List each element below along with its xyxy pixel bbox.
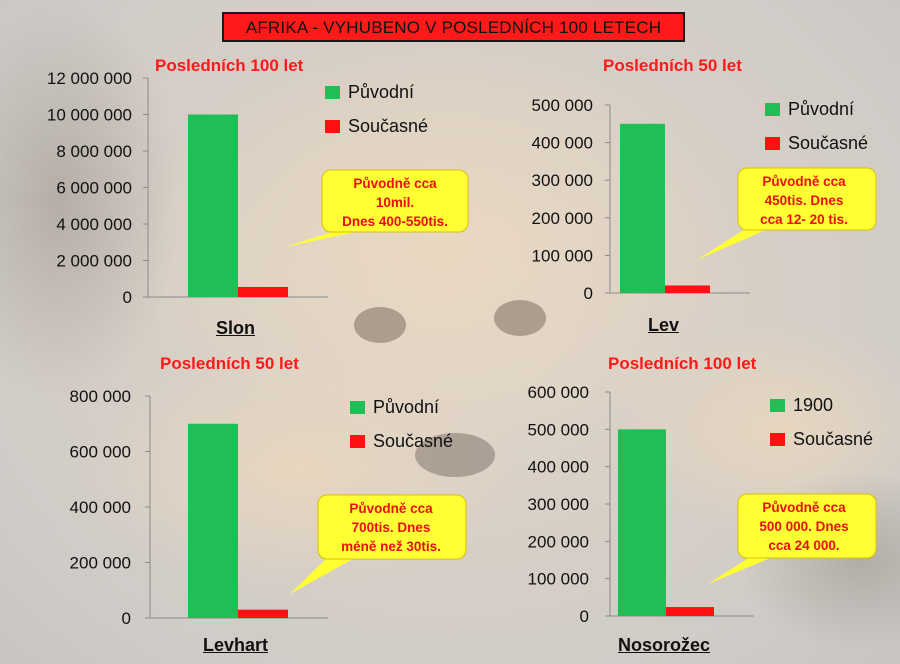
legend-swatch-current — [350, 434, 365, 448]
legend-item-original: Původní — [325, 75, 428, 109]
callout-tail — [708, 554, 780, 584]
category-label: Slon — [216, 318, 255, 338]
callout-box — [317, 494, 467, 560]
y-tick-label: 300 000 — [528, 495, 589, 514]
y-tick-label: 600 000 — [528, 383, 589, 402]
bar-original — [188, 114, 238, 297]
y-tick-label: 400 000 — [532, 134, 593, 153]
y-tick-label: 500 000 — [528, 420, 589, 439]
y-tick-label: 4 000 000 — [56, 215, 132, 234]
legend-swatch-original — [765, 102, 780, 116]
chart-svg: 0 200 000 400 000 600 000 800 000 — [70, 387, 467, 628]
category-label: Lev — [648, 315, 680, 335]
legend-swatch-current — [770, 432, 785, 446]
callout-tail — [290, 555, 360, 594]
legend-item-original: 1900 — [770, 388, 873, 422]
y-tick-label: 200 000 — [528, 532, 589, 551]
bar-original — [188, 423, 238, 618]
legend: 1900 Současné — [770, 388, 873, 456]
bar-current — [238, 286, 288, 297]
chart-svg: 0 2 000 000 4 000 000 6 000 000 8 000 000 10 … — [47, 69, 469, 307]
y-tick-label: 200 000 — [70, 554, 131, 573]
callout-tail — [285, 228, 375, 247]
y-tick-label: 100 000 — [528, 570, 589, 589]
legend-item-current: Současné — [765, 126, 868, 160]
callout-bubble — [285, 169, 469, 247]
callout-text: Původně cca 10mil. Dnes 400-550tis. — [342, 176, 448, 229]
callout-box — [321, 169, 469, 233]
panel-title: Posledních 100 let — [155, 56, 304, 75]
chart-panel-slon: Posledních 100 let 0 2 000 000 4 000 000 6 … — [0, 50, 470, 350]
chart-svg: 0 100 000 200 000 300 000 400 000 500 000 600 … — [528, 383, 877, 626]
legend-item-current: Současné — [350, 424, 453, 458]
y-tick-label: 100 000 — [532, 246, 593, 265]
legend-swatch-original — [350, 400, 365, 414]
bar-current — [666, 607, 714, 616]
y-tick-label: 600 000 — [70, 443, 131, 462]
legend-swatch-original — [770, 398, 785, 412]
bars — [188, 114, 288, 297]
legend-item-current: Současné — [770, 422, 873, 456]
chart-svg: 0 100 000 200 000 300 000 400 000 500 000 — [532, 96, 877, 303]
legend-swatch-current — [325, 119, 340, 133]
legend: Původní Současné — [765, 92, 868, 160]
callout-box — [737, 493, 877, 559]
y-axis: 0 100 000 200 000 300 000 400 000 500 000 600 … — [528, 383, 754, 626]
bars — [620, 123, 710, 293]
panel-title: Posledních 50 let — [603, 56, 742, 75]
callout-bubble — [290, 494, 467, 594]
y-tick-label: 400 000 — [70, 498, 131, 517]
legend-item-original: Původní — [765, 92, 868, 126]
bar-current — [238, 609, 288, 618]
y-tick-label: 500 000 — [532, 96, 593, 115]
y-tick-label: 0 — [122, 609, 131, 628]
category-label: Nosorožec — [618, 635, 711, 655]
legend-swatch-current — [765, 136, 780, 150]
y-tick-label: 0 — [123, 288, 132, 307]
y-axis: 0 200 000 400 000 600 000 800 000 — [70, 387, 328, 628]
category-label: Levhart — [203, 635, 269, 655]
bar-original — [620, 123, 665, 293]
legend: Původní Současné — [350, 390, 453, 458]
chart-panel-nosorozec: Posledních 100 let 0 100 000 200 000 300 00… — [470, 350, 900, 664]
panel-title: Posledních 100 let — [608, 354, 757, 373]
bar-original — [618, 429, 666, 616]
y-tick-label: 12 000 000 — [47, 69, 132, 88]
y-tick-label: 300 000 — [532, 171, 593, 190]
callout-text: Původně cca 450tis. Dnes cca 12- 20 tis. — [760, 174, 848, 227]
y-tick-label: 2 000 000 — [56, 252, 132, 271]
chart-panel-levhart: Posledních 50 let 0 200 000 400 000 600 000… — [0, 350, 470, 664]
callout-bubble — [708, 493, 877, 584]
legend-swatch-original — [325, 85, 340, 99]
panel-title: Posledních 50 let — [160, 354, 299, 373]
chart-panel-lev: Posledních 50 let 0 100 000 200 000 300 000… — [470, 50, 900, 350]
legend: Původní Současné — [325, 75, 428, 143]
y-tick-label: 200 000 — [532, 209, 593, 228]
y-axis: 0 2 000 000 4 000 000 6 000 000 8 000 000 10 … — [47, 69, 328, 307]
callout-box — [737, 167, 877, 231]
bars — [618, 429, 714, 616]
y-tick-label: 8 000 000 — [56, 142, 132, 161]
y-tick-label: 0 — [584, 284, 593, 303]
callout-bubble — [697, 167, 877, 260]
legend-item-original: Původní — [350, 390, 453, 424]
bars — [188, 423, 288, 618]
main-title: AFRIKA - VYHUBENO V POSLEDNÍCH 100 LETEC… — [222, 12, 685, 42]
callout-text: Původně cca 700tis. Dnes méně než 30tis. — [341, 501, 441, 554]
callout-tail — [697, 226, 775, 260]
legend-item-current: Současné — [325, 109, 428, 143]
callout-text: Původně cca 500 000. Dnes cca 24 000. — [759, 500, 849, 553]
y-tick-label: 10 000 000 — [47, 106, 132, 125]
bar-current — [665, 285, 710, 293]
y-tick-label: 400 000 — [528, 458, 589, 477]
y-tick-label: 0 — [580, 607, 589, 626]
y-tick-label: 800 000 — [70, 387, 131, 406]
y-tick-label: 6 000 000 — [56, 179, 132, 198]
